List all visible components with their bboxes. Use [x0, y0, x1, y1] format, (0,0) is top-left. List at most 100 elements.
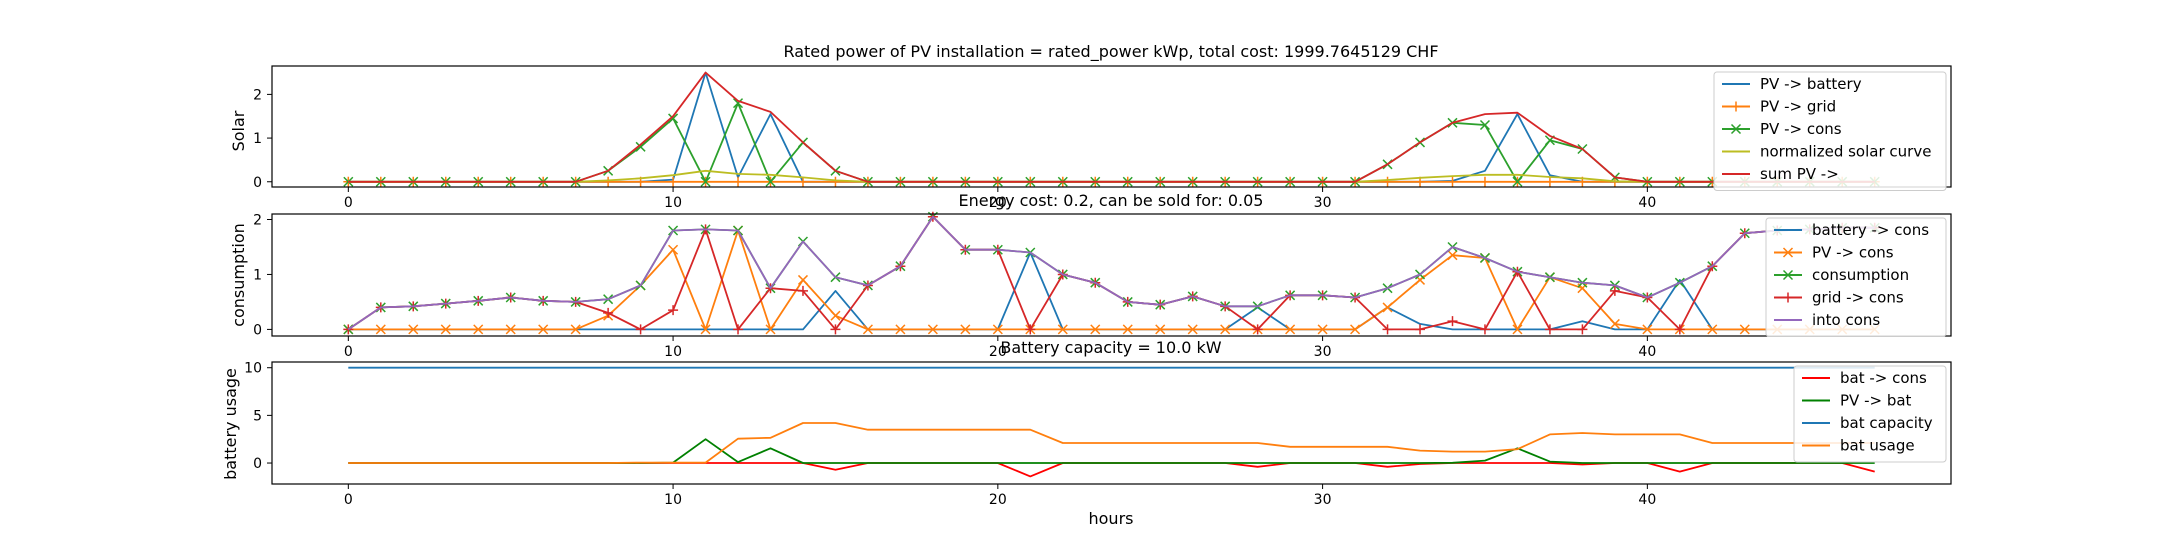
series-line: [348, 71, 1875, 183]
series-into-cons: [347, 215, 1875, 331]
plot-area-battery: 0 5 10 0 10 20 30 40: [244, 361, 1875, 508]
series-pv-cons: [343, 98, 1880, 187]
data-point: [1252, 324, 1263, 335]
data-point: [1512, 324, 1523, 335]
data-point: [635, 141, 646, 152]
legend-entry: grid -> cons: [1774, 289, 1904, 307]
legend-entry: normalized solar curve: [1722, 143, 1931, 161]
legend-box: [1765, 217, 1947, 337]
data-point: [700, 324, 711, 335]
data-point: [1382, 176, 1393, 187]
data-point: [765, 324, 776, 335]
legend-entry: into cons: [1774, 311, 1880, 329]
x-tick-label: 0: [344, 492, 353, 508]
data-point: [797, 176, 808, 187]
data-point: [1731, 101, 1741, 112]
data-point: [1479, 324, 1490, 335]
data-point: [473, 324, 484, 335]
legend-entry: PV -> battery: [1722, 75, 1862, 93]
data-point: [1187, 324, 1198, 335]
data-point: [830, 324, 841, 335]
data-point: [1674, 324, 1685, 335]
data-point: [603, 307, 614, 318]
x-tick-label: 30: [1314, 195, 1332, 211]
legend-label: bat usage: [1840, 437, 1915, 455]
data-point: [992, 324, 1003, 335]
data-point: [830, 176, 841, 187]
data-point: [603, 176, 614, 187]
data-point: [1479, 176, 1490, 187]
x-tick-label: 0: [344, 344, 353, 360]
series-consumption: [343, 211, 1880, 335]
data-point: [1415, 324, 1426, 335]
x-tick-label: 30: [1314, 492, 1332, 508]
series-pv-cons: [343, 225, 1880, 335]
chart-title: Battery capacity = 10.0 kW: [1000, 338, 1221, 357]
legend-entry: consumption: [1774, 266, 1909, 284]
data-point: [927, 324, 938, 335]
series-bat-usage: [348, 422, 1875, 464]
y-axis-label: battery usage: [221, 368, 240, 480]
data-point: [1782, 247, 1794, 258]
axes-frame: [271, 361, 1952, 485]
data-point: [1382, 324, 1393, 335]
data-point: [1317, 324, 1328, 335]
series-bat-cons: [348, 462, 1875, 478]
legend-entry: PV -> grid: [1722, 98, 1836, 116]
data-point: [1609, 318, 1620, 329]
chart-title: Energy cost: 0.2, can be sold for: 0.05: [959, 191, 1264, 210]
legend-entry: bat usage: [1802, 437, 1915, 455]
data-point: [862, 324, 873, 335]
x-tick-label: 10: [664, 492, 682, 508]
y-tick-label: 1: [253, 131, 262, 147]
legend-entry: bat -> cons: [1802, 369, 1927, 387]
x-tick-label: 10: [664, 195, 682, 211]
data-point: [1512, 176, 1523, 187]
legend-box: [1793, 365, 1947, 463]
data-point: [1350, 324, 1361, 335]
data-point: [1090, 324, 1101, 335]
y-axis-label: consumption: [229, 223, 248, 327]
x-tick-label: 20: [989, 344, 1007, 360]
legend-label: PV -> battery: [1760, 75, 1862, 93]
data-point: [1739, 324, 1750, 335]
data-point: [668, 305, 679, 316]
legend-entry: battery -> cons: [1774, 221, 1929, 239]
data-point: [960, 324, 971, 335]
series-line: [348, 462, 1875, 478]
data-point: [668, 113, 679, 124]
data-point: [1544, 176, 1555, 187]
data-point: [408, 324, 419, 335]
legend: battery -> cons PV -> cons consumption grid…: [1765, 217, 1947, 337]
axes-frame: [271, 65, 1952, 188]
y-tick-label: 1: [253, 267, 262, 283]
data-point: [1057, 324, 1068, 335]
data-point: [895, 324, 906, 335]
y-tick-label: 10: [244, 361, 262, 377]
data-point: [570, 324, 581, 335]
y-tick-label: 2: [253, 212, 262, 228]
legend-label: bat capacity: [1840, 414, 1933, 432]
legend-label: sum PV ->: [1760, 165, 1839, 183]
legend-entry: PV -> bat: [1802, 392, 1912, 410]
data-point: [1782, 269, 1794, 281]
data-point: [1479, 119, 1491, 131]
y-tick-label: 5: [253, 408, 262, 424]
data-point: [1707, 324, 1718, 335]
axes-frame: [271, 213, 1952, 337]
data-point: [1447, 176, 1458, 187]
series-battery-cons: [348, 251, 1875, 331]
legend-label: bat -> cons: [1840, 369, 1927, 387]
legend-label: consumption: [1812, 266, 1909, 284]
series-line: [348, 71, 1875, 183]
y-tick-label: 0: [253, 175, 262, 191]
x-tick-label: 40: [1638, 492, 1656, 508]
series-line: [347, 215, 1875, 331]
legend: bat -> cons PV -> bat bat capacity bat usag…: [1793, 365, 1947, 463]
data-point: [1155, 324, 1166, 335]
legend-label: grid -> cons: [1812, 289, 1904, 307]
y-tick-label: 0: [253, 456, 262, 472]
data-point: [668, 244, 679, 255]
data-point: [1577, 324, 1588, 335]
